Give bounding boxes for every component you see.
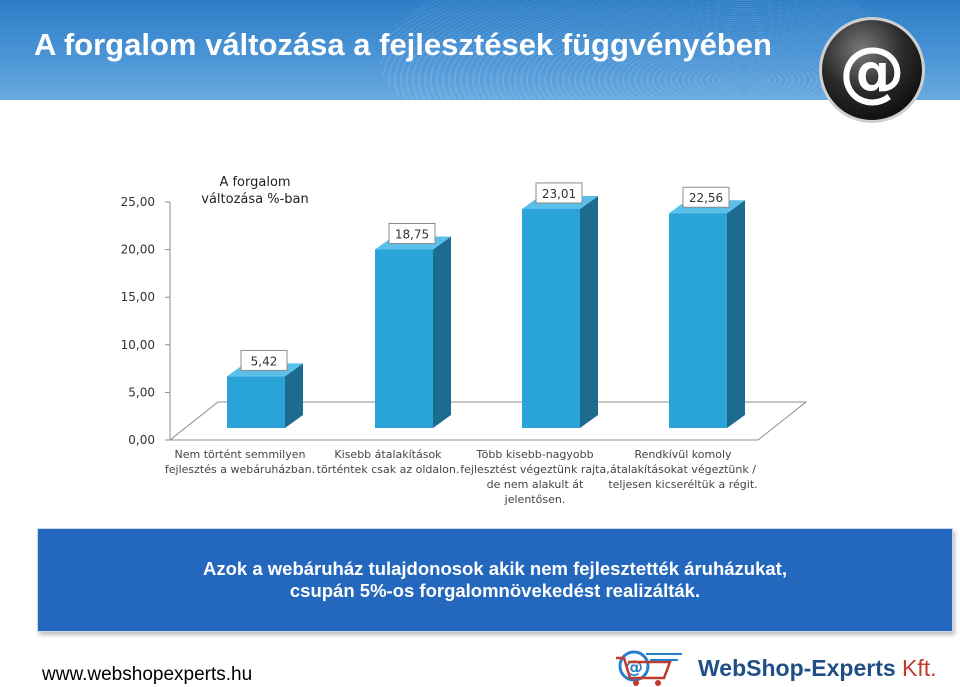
x-tick-label: Rendkívül komoly átalakításokat végeztünk… [608,448,757,491]
banner-line-1: Azok a webáruház tulajdonosok akik nem f… [203,558,787,579]
banner-text: Azok a webáruház tulajdonosok akik nem f… [203,558,787,602]
svg-text:@: @ [839,33,905,110]
bar: 22,56 [669,186,745,428]
bar: 18,75 [375,223,451,428]
bar: 5,42 [227,349,303,428]
y-tick-label: 15,00 [121,290,155,304]
bar-front [227,376,285,428]
header-decoration [380,0,900,100]
brand-name-main: WebShop-Experts [698,655,896,681]
data-label: 22,56 [689,191,723,205]
banner-line-2: csupán 5%-os forgalomnövekedést realizál… [289,580,701,601]
x-tick-label: Nem történt semmilyen fejlesztés a webáru… [165,448,315,476]
bar-side [433,236,451,428]
x-tick-label: Kisebb átalakítások történtek csak az old… [317,448,460,476]
brand-name-suffix: Kft. [902,655,937,681]
website-url[interactable]: www.webshopexperts.hu [42,664,253,685]
data-label: 23,01 [542,187,576,201]
y-tick-label: 20,00 [121,243,155,257]
data-label-box [535,182,583,204]
bar: 23,01 [522,182,598,428]
conclusion-banner: Azok a webáruház tulajdonosok akik nem f… [37,528,953,632]
data-label: 5,42 [251,354,278,368]
data-label-box [388,223,436,244]
data-label: 18,75 [395,228,429,242]
bar-front [669,213,727,428]
data-label-box [240,349,288,371]
bar-front [375,249,433,428]
shopping-cart-globe-icon: @ [616,650,682,686]
at-sign-logo-icon: @ [819,17,925,123]
bar-side [727,200,745,428]
bar-side [285,363,303,428]
y-tick-label: 10,00 [121,338,155,352]
bar-front [522,208,580,428]
brand-name: WebShop-Experts Kft. [698,655,937,682]
y-tick-label: 0,00 [128,433,155,447]
y-tick-label: 5,00 [128,385,155,399]
x-tick-label: Több kisebb-nagyobb fejlesztést végeztünk… [460,448,609,506]
y-tick-label: 25,00 [121,195,155,209]
page-title: A forgalom változása a fejlesztések függ… [34,27,772,62]
data-label-box [682,186,730,208]
bar-side [580,195,598,428]
bar-chart: A forgalom változása %-ban 0,00 5,00 10,00 1… [121,175,808,506]
chart-floor [168,401,808,441]
chart-title: A forgalom változása %-ban [201,175,309,207]
title-bar: A forgalom változása a fejlesztések függ… [0,0,960,100]
